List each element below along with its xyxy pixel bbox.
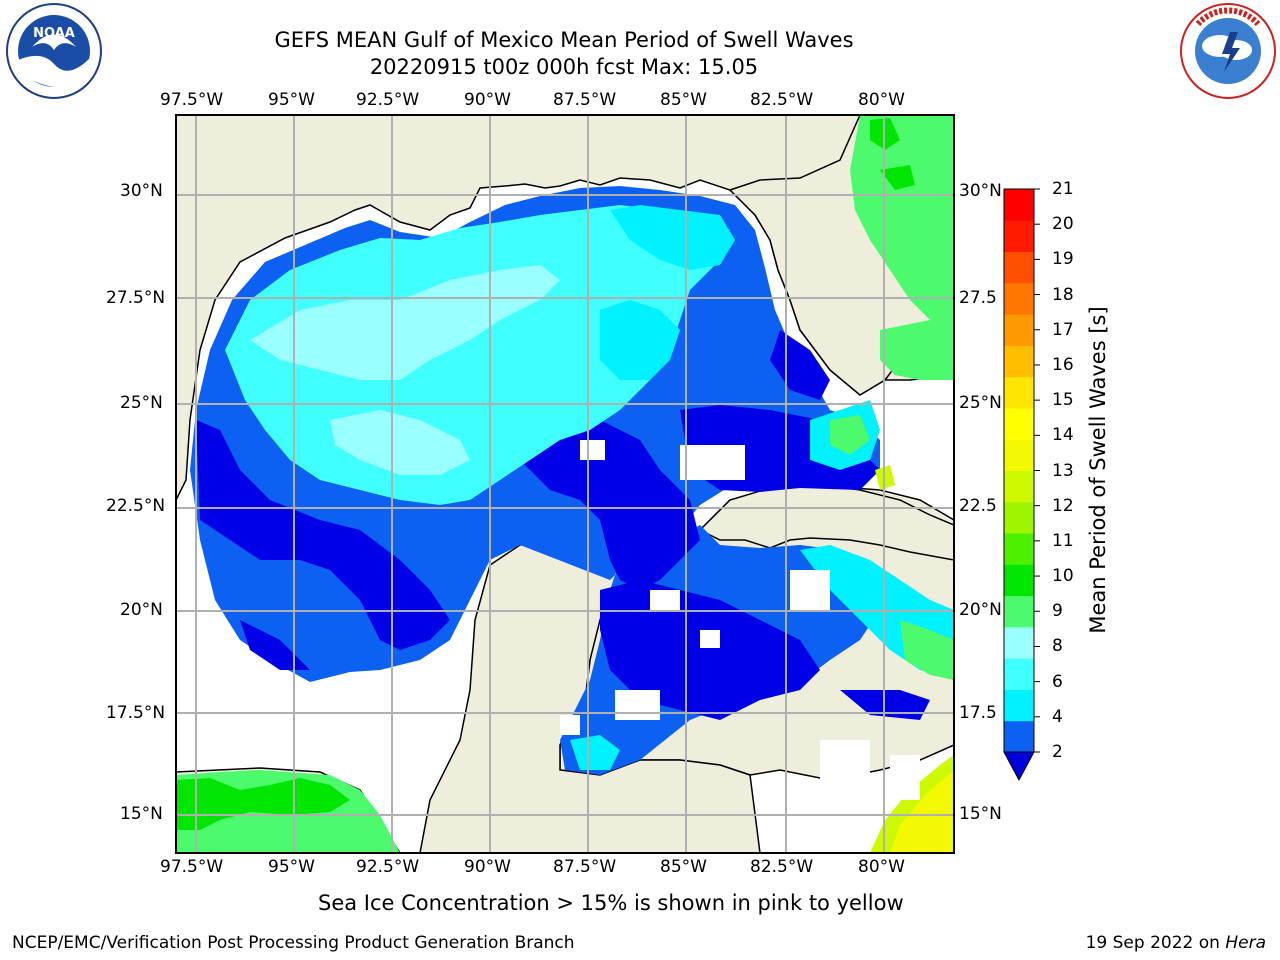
colorbar-tick-label: 9 xyxy=(1052,601,1063,622)
colorbar-swatch xyxy=(1004,407,1034,440)
colorbar-swatch xyxy=(1004,470,1034,503)
lat-label-left: 25°N xyxy=(120,393,163,413)
lon-label-bottom: 90°W xyxy=(464,857,511,877)
colorbar-title: Mean Period of Swell Waves [s] xyxy=(1086,306,1110,634)
lon-label-bottom: 92.5°W xyxy=(356,857,420,877)
lat-label-right: 22.5 xyxy=(959,496,997,516)
chart-subtitle: 20220915 t00z 000h fcst Max: 15.05 xyxy=(369,55,759,79)
svg-text:NOAA: NOAA xyxy=(33,26,75,41)
lat-label-right: 30°N xyxy=(959,181,1002,201)
colorbar-tick-label: 19 xyxy=(1052,249,1074,270)
lat-label-left: 17.5°N xyxy=(106,703,166,723)
colorbar-tick-label: 15 xyxy=(1052,390,1074,411)
colorbar-swatch xyxy=(1004,251,1034,284)
colorbar-tick-label: 4 xyxy=(1052,706,1063,727)
colorbar-tick-label: 18 xyxy=(1052,284,1074,305)
colorbar-tick-label: 11 xyxy=(1052,530,1074,551)
nws-logo-icon xyxy=(1180,3,1276,99)
colorbar-tick-label: 13 xyxy=(1052,460,1074,481)
lon-label-bottom: 85°W xyxy=(660,857,707,877)
lon-label-top: 82.5°W xyxy=(750,90,814,110)
yucatan-peninsula xyxy=(419,539,761,853)
nodata-patches xyxy=(560,440,920,800)
swell-brightcyan-zone xyxy=(570,205,954,770)
swell-deepgreen-pacific xyxy=(176,778,350,830)
colorbar-tick-label: 14 xyxy=(1052,425,1074,446)
chart-title: GEFS MEAN Gulf of Mexico Mean Period of … xyxy=(274,28,854,52)
lat-label-left: 15°N xyxy=(120,804,163,824)
swell-deepgreen-atlantic xyxy=(870,118,915,190)
lat-label-left: 22.5°N xyxy=(106,496,166,516)
footer-date: 19 Sep 2022 on Hera xyxy=(1086,933,1266,953)
colorbar-tick-label: 6 xyxy=(1052,671,1063,692)
colorbar-tick-label: 20 xyxy=(1052,214,1074,235)
footer-date-text: 19 Sep 2022 on xyxy=(1085,933,1226,953)
lon-label-top: 97.5°W xyxy=(160,90,224,110)
map-gridlines xyxy=(176,115,954,853)
lon-label-top: 92.5°W xyxy=(356,90,420,110)
colorbar-swatch xyxy=(1004,595,1034,628)
lon-label-bottom: 95°W xyxy=(268,857,315,877)
colorbar-tick-label: 12 xyxy=(1052,495,1074,516)
colorbar-swatch xyxy=(1004,314,1034,346)
colorbar-tick-label: 17 xyxy=(1052,319,1074,340)
colorbar-swatch xyxy=(1004,189,1034,221)
footer-credit: NCEP/EMC/Verification Post Processing Pr… xyxy=(12,933,575,953)
lat-label-right: 27.5 xyxy=(959,288,997,308)
colorbar-swatch xyxy=(1004,533,1034,565)
noaa-logo-icon: NOAA xyxy=(6,3,102,99)
footer-host: Hera xyxy=(1225,933,1266,953)
colorbar-swatch xyxy=(1004,658,1034,690)
swell-yellowgreen-caribbean xyxy=(870,755,954,853)
colorbar-tick-label: 8 xyxy=(1052,636,1063,657)
colorbar-swatch xyxy=(1004,689,1034,722)
lat-label-left: 30°N xyxy=(120,181,163,201)
lon-label-top: 90°W xyxy=(464,90,511,110)
colorbar-tick-label: 16 xyxy=(1052,354,1074,375)
colorbar-swatch xyxy=(1004,220,1034,253)
lon-label-bottom: 97.5°W xyxy=(160,857,224,877)
lat-label-right: 15°N xyxy=(959,804,1002,824)
lat-label-right: 25°N xyxy=(959,393,1002,413)
colorbar-swatch xyxy=(1004,345,1034,378)
sea-ice-note: Sea Ice Concentration > 15% is shown in … xyxy=(318,891,904,915)
lon-label-top: 87.5°W xyxy=(553,90,617,110)
colorbar-swatch xyxy=(1004,564,1034,597)
lat-label-right: 20°N xyxy=(959,600,1002,620)
colorbar-swatch xyxy=(1004,376,1034,409)
colorbar-swatch xyxy=(1004,626,1034,659)
colorbar-swatch xyxy=(1004,439,1034,471)
swell-darkblue-zone xyxy=(196,330,930,720)
lon-label-bottom: 82.5°W xyxy=(750,857,814,877)
lon-label-bottom: 87.5°W xyxy=(553,857,617,877)
swell-palecyan-zone xyxy=(250,265,560,475)
colorbar-tick-label: 2 xyxy=(1052,742,1063,762)
colorbar-extend-arrow xyxy=(1003,751,1035,782)
lat-label-left: 27.5°N xyxy=(106,288,166,308)
lat-label-right: 17.5 xyxy=(959,703,997,723)
colorbar-tick-label: 10 xyxy=(1052,566,1074,587)
lon-label-top: 80°W xyxy=(858,90,905,110)
colorbar-swatch xyxy=(1004,501,1034,534)
colorbar-tick-label: 21 xyxy=(1052,179,1074,199)
map-frame xyxy=(175,114,955,854)
lon-label-top: 85°W xyxy=(660,90,707,110)
lon-label-top: 95°W xyxy=(268,90,315,110)
colorbar-swatch xyxy=(1004,282,1034,315)
swell-green-atlantic xyxy=(830,115,954,680)
lon-label-bottom: 80°W xyxy=(858,857,905,877)
colorbar xyxy=(1003,188,1040,782)
lat-label-left: 20°N xyxy=(120,600,163,620)
colorbar-swatch xyxy=(1004,720,1034,753)
